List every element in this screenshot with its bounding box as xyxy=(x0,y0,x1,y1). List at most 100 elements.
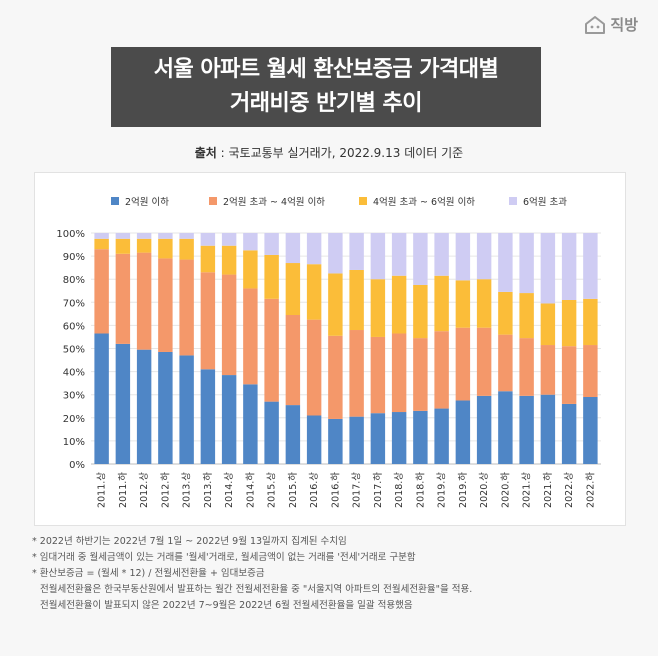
title-line-1: 서울 아파트 월세 환산보증금 가격대별 xyxy=(153,57,499,82)
bar-2011.상-series-1 xyxy=(94,333,109,464)
bar-2019.하-series-3 xyxy=(455,280,471,328)
legend-label-2: 2억원 초과 ~ 4억원 이하 xyxy=(223,196,325,208)
bar-2018.상-series-3 xyxy=(391,275,407,334)
legend-label-3: 4억원 초과 ~ 6억원 이하 xyxy=(373,196,475,208)
bar-2016.하-series-3 xyxy=(328,273,343,336)
bar-2016.상-series-2 xyxy=(306,319,322,416)
footnote-5: 전월세전환율이 발표되지 않은 2022년 7~9월은 2022년 6월 전월세… xyxy=(40,600,413,611)
legend-swatch-2 xyxy=(209,197,217,205)
bar-2022.하-series-4 xyxy=(583,233,598,299)
bar-2022.상-series-3 xyxy=(561,299,577,347)
x-tick-label: 2019.하 xyxy=(457,472,469,508)
source-line: 출처 : 국토교통부 실거래가, 2022.9.13 데이터 기준 xyxy=(0,144,658,161)
x-tick-label: 2015.상 xyxy=(267,472,278,508)
bar-2017.상-series-1 xyxy=(349,416,364,464)
bar-2011.하-series-2 xyxy=(115,253,131,344)
bar-2021.하-series-4 xyxy=(540,233,556,304)
bar-2020.상-series-2 xyxy=(476,327,492,396)
brand-name: 직방 xyxy=(610,16,638,34)
bar-2012.하-series-3 xyxy=(158,238,173,259)
bar-2022.상-series-2 xyxy=(561,346,577,404)
bar-2013.하-series-1 xyxy=(200,369,216,464)
bar-2018.하-series-3 xyxy=(413,284,428,339)
bar-2018.상-series-4 xyxy=(391,233,407,276)
source-label: 출처 xyxy=(194,146,217,160)
house-logo-icon xyxy=(585,15,606,34)
bar-2017.상-series-3 xyxy=(349,269,364,331)
x-tick-label: 2019.상 xyxy=(437,472,448,508)
x-tick-label: 2022.상 xyxy=(564,472,575,508)
bar-2013.상-series-4 xyxy=(179,233,194,239)
bar-2014.하-series-2 xyxy=(243,288,258,385)
bar-2021.상-series-3 xyxy=(519,293,534,339)
stacked-bar-chart: 2억원 이하 2억원 초과 ~ 4억원 이하 4억원 초과 ~ 6억원 이하 6억원 … xyxy=(56,196,601,508)
bar-2012.상-series-3 xyxy=(136,238,152,253)
bar-2022.하-series-1 xyxy=(583,397,598,464)
bar-2015.상-series-3 xyxy=(264,254,279,299)
page-title: 서울 아파트 월세 환산보증금 가격대별 거래비중 반기별 추이 xyxy=(111,47,541,127)
bar-2017.하-series-3 xyxy=(370,279,386,337)
bar-2013.하-series-4 xyxy=(200,233,216,246)
bar-2014.하-series-4 xyxy=(243,233,258,251)
bar-2014.상-series-4 xyxy=(221,233,237,246)
bar-2018.하-series-1 xyxy=(413,410,428,464)
bar-2011.상-series-4 xyxy=(94,233,109,239)
bar-2018.상-series-2 xyxy=(391,333,407,413)
bar-2019.하-series-4 xyxy=(455,233,471,281)
legend-swatch-3 xyxy=(359,197,367,205)
bar-2022.상-series-1 xyxy=(561,403,577,464)
bar-2012.하-series-4 xyxy=(158,233,173,239)
y-tick-label: 20% xyxy=(63,414,85,425)
bar-2015.상-series-2 xyxy=(264,298,279,402)
bar-2018.하-series-2 xyxy=(413,338,428,411)
x-tick-label: 2021.상 xyxy=(522,472,533,508)
title-line-2: 거래비중 반기별 추이 xyxy=(230,91,422,116)
bar-2020.상-series-4 xyxy=(476,233,492,280)
bar-2019.하-series-2 xyxy=(455,327,471,401)
y-tick-label: 90% xyxy=(63,252,85,263)
bar-2013.상-series-3 xyxy=(179,238,194,260)
bar-2015.하-series-4 xyxy=(285,233,301,264)
bar-2017.하-series-2 xyxy=(370,336,386,414)
x-tick-label: 2012.상 xyxy=(139,472,150,508)
bar-2020.하-series-1 xyxy=(498,391,513,464)
footnote-4: 전월세전환율은 한국부동산원에서 발표하는 월간 전월세전환율 중 "서울지역 … xyxy=(40,584,473,595)
bar-2017.하-series-1 xyxy=(370,413,386,464)
x-tick-label: 2018.하 xyxy=(414,472,426,508)
bar-2017.상-series-2 xyxy=(349,330,364,417)
bar-2015.상-series-4 xyxy=(264,233,279,255)
bar-2020.하-series-3 xyxy=(498,291,513,335)
y-tick-label: 70% xyxy=(63,298,85,309)
bar-2016.하-series-1 xyxy=(328,418,343,464)
bar-2021.하-series-3 xyxy=(540,303,556,346)
brand-logo: 직방 xyxy=(584,14,638,35)
legend-label-4: 6억원 초과 xyxy=(523,196,567,208)
x-tick-label: 2017.상 xyxy=(352,472,363,508)
footnote-1: * 2022년 하반기는 2022년 7월 1일 ~ 2022년 9월 13일까… xyxy=(32,536,347,547)
y-tick-label: 30% xyxy=(63,391,85,402)
bar-2022.하-series-3 xyxy=(583,298,598,346)
bar-2012.상-series-1 xyxy=(136,349,152,464)
x-tick-label: 2021.하 xyxy=(542,472,554,508)
bar-2013.하-series-2 xyxy=(200,272,216,370)
x-tick-label: 2017.하 xyxy=(372,472,384,508)
source-text: : 국토교통부 실거래가, 2022.9.13 데이터 기준 xyxy=(216,146,464,160)
bar-2015.하-series-3 xyxy=(285,263,301,315)
bar-2019.상-series-2 xyxy=(434,331,449,409)
bar-2015.하-series-2 xyxy=(285,315,301,406)
x-tick-label: 2011.상 xyxy=(97,472,108,508)
bar-2021.상-series-2 xyxy=(519,338,534,396)
bar-2014.상-series-1 xyxy=(221,375,237,464)
bar-2017.하-series-4 xyxy=(370,233,386,280)
chart-panel: 2억원 이하 2억원 초과 ~ 4억원 이하 4억원 초과 ~ 6억원 이하 6억원 … xyxy=(34,172,626,526)
bar-2017.상-series-4 xyxy=(349,233,364,270)
x-tick-label: 2016.하 xyxy=(329,472,341,508)
bar-2020.하-series-4 xyxy=(498,233,513,292)
bar-2012.하-series-1 xyxy=(158,351,173,464)
bar-2015.상-series-1 xyxy=(264,401,279,464)
bar-2021.하-series-1 xyxy=(540,394,556,464)
bar-2020.상-series-3 xyxy=(476,279,492,328)
bar-2013.하-series-3 xyxy=(200,245,216,273)
bar-2011.하-series-4 xyxy=(115,233,131,239)
y-tick-label: 60% xyxy=(63,321,85,332)
